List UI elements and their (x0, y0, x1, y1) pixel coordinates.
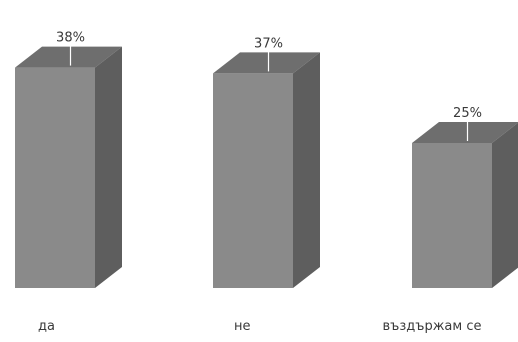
bar-front-face (15, 67, 95, 288)
data-label: 38% (56, 31, 85, 46)
category-label: не (234, 319, 251, 334)
bar-side-face (492, 122, 518, 288)
bar-1: 38% (15, 31, 122, 288)
category-label: да (38, 319, 55, 334)
bar-front-face (412, 143, 492, 288)
bar-top-face (412, 122, 518, 143)
bar-front-face (213, 73, 293, 289)
bar-3: 25% (412, 106, 518, 288)
data-label: 25% (453, 106, 482, 121)
bar-side-face (293, 52, 320, 289)
data-label: 37% (254, 36, 283, 51)
bar-side-face (95, 46, 122, 288)
bar-top-face (15, 46, 122, 68)
bar-2: 37% (213, 36, 320, 289)
bar-top-face (213, 52, 320, 74)
category-label: въздържам се (383, 319, 482, 334)
